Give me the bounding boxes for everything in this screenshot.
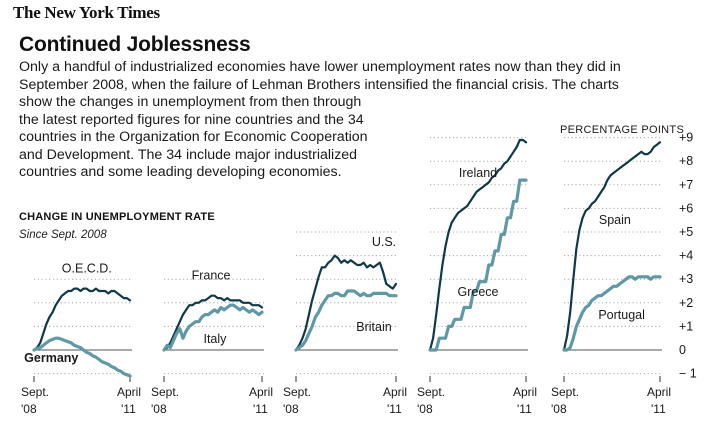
series-label: U.S. (372, 235, 396, 249)
y-tick-label: +3 (679, 272, 693, 286)
x-tick-label: '11 (651, 402, 666, 416)
y-tick-label: +4 (679, 249, 693, 263)
masthead: The New York Times (13, 3, 160, 22)
y-tick-label: +9 (679, 131, 693, 145)
series-label: Portugal (598, 308, 645, 322)
series-line (562, 141, 662, 352)
x-tick-label: April (249, 385, 273, 399)
x-tick-label: April (383, 385, 407, 399)
x-tick-label: '11 (121, 402, 136, 416)
intro-line: countries and some leading developing ec… (19, 164, 342, 180)
series-label: Britain (356, 320, 391, 334)
series-line (162, 303, 264, 352)
x-tick-label: '11 (387, 402, 402, 416)
intro-line: and Development. The 34 include major in… (19, 146, 358, 163)
series-label: Greece (458, 285, 499, 299)
series-line (294, 254, 398, 352)
x-tick-label: Sept. (417, 385, 445, 399)
y-tick-label: +6 (679, 201, 693, 215)
series-label: Germany (24, 351, 78, 365)
series-label: France (192, 269, 231, 283)
y-tick-label: +5 (679, 225, 693, 239)
x-tick-label: Sept. (151, 385, 179, 399)
series-line (162, 294, 264, 352)
x-tick-label: '08 (283, 402, 299, 416)
series-line (428, 138, 528, 352)
series-line (294, 289, 398, 352)
section-subtitle: Since Sept. 2008 (19, 229, 107, 241)
x-tick-label: '08 (21, 402, 37, 416)
series-label: Ireland (459, 166, 497, 180)
headline: Continued Joblessness (19, 33, 251, 56)
x-tick-label: '08 (151, 402, 167, 416)
intro-line: countries in the Organization for Econom… (19, 129, 368, 145)
y-tick-label: +1 (679, 319, 693, 333)
x-tick-label: April (513, 385, 537, 399)
y-tick-label: +7 (679, 178, 693, 192)
intro-line: Only a handful of industrialized economi… (19, 59, 621, 75)
x-tick-label: Sept. (551, 385, 579, 399)
x-tick-label: Sept. (21, 385, 49, 399)
x-tick-label: Sept. (283, 385, 311, 399)
y-tick-label: +8 (679, 154, 693, 168)
series-line (428, 178, 528, 352)
y-tick-label: − 1 (679, 367, 697, 381)
x-tick-label: '11 (253, 402, 268, 416)
series-line (562, 275, 662, 352)
x-tick-label: '08 (551, 402, 567, 416)
series-label: O.E.C.D. (62, 262, 112, 276)
x-tick-label: April (647, 385, 671, 399)
series-line (32, 336, 132, 378)
x-tick-label: '11 (517, 402, 532, 416)
x-tick-label: '08 (417, 402, 433, 416)
series-label: Italy (203, 332, 227, 346)
series-label: Spain (599, 213, 631, 227)
y-tick-label: +2 (679, 296, 693, 310)
x-tick-label: April (117, 385, 141, 399)
y-tick-label: 0 (679, 343, 686, 357)
intro-line: September 2008, when the failure of Lehm… (19, 76, 619, 93)
section-label: CHANGE IN UNEMPLOYMENT RATE (19, 211, 215, 223)
series-line (32, 287, 132, 352)
y-axis-title: PERCENTAGE POINTS (560, 124, 684, 136)
intro-line: the latest reported figures for nine cou… (19, 111, 364, 128)
intro-line: show the changes in unemployment from th… (19, 94, 362, 110)
